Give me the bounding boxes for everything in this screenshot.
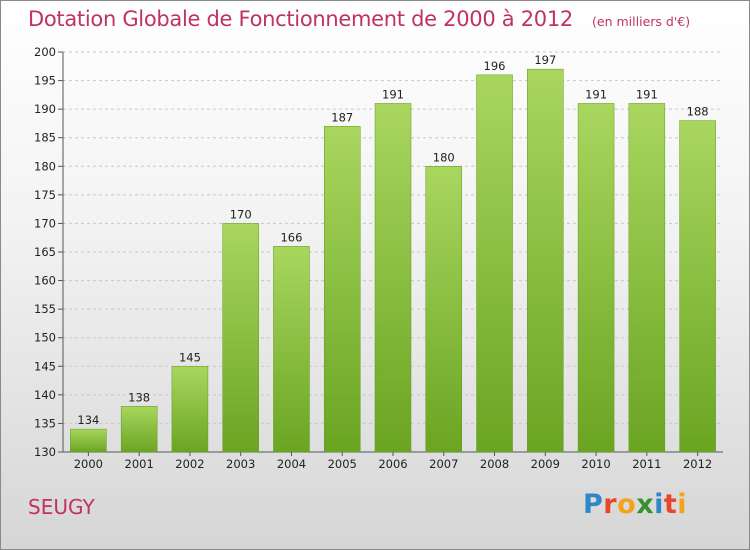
x-tick-label: 2000 <box>74 457 103 471</box>
bar <box>577 103 615 453</box>
bar-value-label: 191 <box>585 87 607 101</box>
x-tick-label: 2004 <box>277 457 306 471</box>
bar-value-label: 180 <box>433 150 455 164</box>
bar <box>120 406 158 453</box>
bar <box>323 126 361 453</box>
bar <box>273 246 310 453</box>
bar <box>527 68 564 453</box>
logo-letter: x <box>636 489 655 520</box>
chart-title: Dotation Globale de Fonctionnement de 20… <box>28 7 573 31</box>
proxiti-logo: Proxiti <box>583 489 687 520</box>
y-tick-label: 165 <box>34 245 56 259</box>
chart-unit: (en milliers d'€) <box>592 14 691 29</box>
logo-letter: i <box>677 489 688 520</box>
bar <box>679 120 716 453</box>
bar-value-label: 187 <box>331 110 353 124</box>
x-tick-label: 2009 <box>531 457 560 471</box>
bars <box>70 68 716 453</box>
x-tick-label: 2011 <box>632 457 661 471</box>
bar <box>628 103 666 453</box>
bar-value-label: 188 <box>687 105 709 119</box>
x-tick-label: 2012 <box>683 457 712 471</box>
y-tick-label: 200 <box>34 45 56 59</box>
logo-letter: i <box>654 489 664 520</box>
x-tick-label: 2003 <box>226 457 255 471</box>
bar <box>425 166 463 453</box>
bar-value-label: 196 <box>484 59 506 73</box>
y-tick-label: 170 <box>34 216 56 230</box>
bar <box>70 428 107 453</box>
chart-title-row: Dotation Globale de Fonctionnement de 20… <box>28 7 690 31</box>
x-tick-label: 2008 <box>480 457 509 471</box>
y-tick-label: 150 <box>34 331 56 345</box>
y-tick-label: 190 <box>34 102 56 116</box>
y-tick-label: 145 <box>34 359 56 373</box>
x-tick-label: 2002 <box>175 457 204 471</box>
y-tick-label: 160 <box>34 274 56 288</box>
logo-letter: o <box>617 489 637 520</box>
bar <box>171 366 209 453</box>
y-tick-label: 130 <box>34 445 56 459</box>
y-tick-label: 180 <box>34 159 56 173</box>
bar-value-label: 145 <box>179 350 201 364</box>
x-tick-label: 2007 <box>429 457 458 471</box>
bar <box>476 74 513 453</box>
logo-letter: r <box>603 489 618 520</box>
logo-letter: t <box>663 489 678 520</box>
city-name: SEUGY <box>28 495 95 519</box>
x-tick-label: 2001 <box>125 457 154 471</box>
bar <box>222 223 259 453</box>
bar-value-label: 138 <box>128 390 150 404</box>
logo-letter: P <box>583 489 604 520</box>
y-tick-label: 135 <box>34 416 56 430</box>
y-tick-label: 175 <box>34 188 56 202</box>
y-tick-label: 140 <box>34 388 56 402</box>
y-tick-label: 195 <box>34 74 56 88</box>
bar-value-label: 191 <box>382 87 404 101</box>
y-tick-label: 155 <box>34 302 56 316</box>
bar-value-label: 191 <box>636 87 658 101</box>
bar-value-label: 166 <box>280 230 302 244</box>
bar-value-label: 170 <box>230 207 252 221</box>
x-tick-label: 2010 <box>581 457 610 471</box>
bar-value-label: 197 <box>534 53 556 67</box>
bar <box>374 103 412 453</box>
x-tick-label: 2006 <box>378 457 407 471</box>
x-tick-label: 2005 <box>328 457 357 471</box>
bar-value-label: 134 <box>77 413 99 427</box>
y-tick-label: 185 <box>34 131 56 145</box>
labels: 134 2000 138 2001 145 2002 170 2003 166 2004 187 20… <box>74 53 713 471</box>
